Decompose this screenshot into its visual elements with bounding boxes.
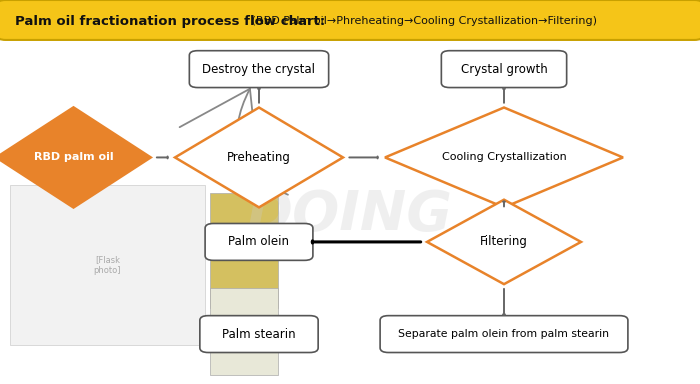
Text: Palm olein: Palm olein — [228, 235, 290, 248]
FancyBboxPatch shape — [441, 51, 566, 88]
FancyBboxPatch shape — [0, 0, 700, 40]
Text: Destroy the crystal: Destroy the crystal — [202, 63, 316, 76]
Text: (RBD Palm oil→Phreheating→Cooling Crystallization→Filtering): (RBD Palm oil→Phreheating→Cooling Crysta… — [248, 16, 598, 26]
FancyBboxPatch shape — [10, 185, 205, 345]
Polygon shape — [427, 200, 581, 284]
FancyArrowPatch shape — [180, 89, 288, 195]
Text: Palm stearin: Palm stearin — [222, 328, 296, 341]
Polygon shape — [385, 108, 623, 207]
FancyBboxPatch shape — [210, 288, 278, 375]
Polygon shape — [175, 108, 343, 207]
Text: DOING: DOING — [247, 188, 453, 242]
FancyBboxPatch shape — [210, 193, 278, 308]
Text: Filtering: Filtering — [480, 235, 528, 248]
Text: Cooling Crystallization: Cooling Crystallization — [442, 152, 566, 162]
Polygon shape — [0, 108, 150, 207]
Text: Preheating: Preheating — [227, 151, 291, 164]
FancyBboxPatch shape — [380, 316, 628, 353]
FancyBboxPatch shape — [200, 316, 318, 353]
FancyBboxPatch shape — [205, 223, 313, 260]
Text: RBD palm oil: RBD palm oil — [34, 152, 113, 162]
Text: Crystal growth: Crystal growth — [461, 63, 547, 76]
FancyBboxPatch shape — [189, 51, 328, 88]
Text: [Flask
photo]: [Flask photo] — [94, 255, 121, 275]
Text: Palm oil fractionation process flow chart:: Palm oil fractionation process flow char… — [15, 15, 326, 28]
Text: Separate palm olein from palm stearin: Separate palm olein from palm stearin — [398, 329, 610, 339]
